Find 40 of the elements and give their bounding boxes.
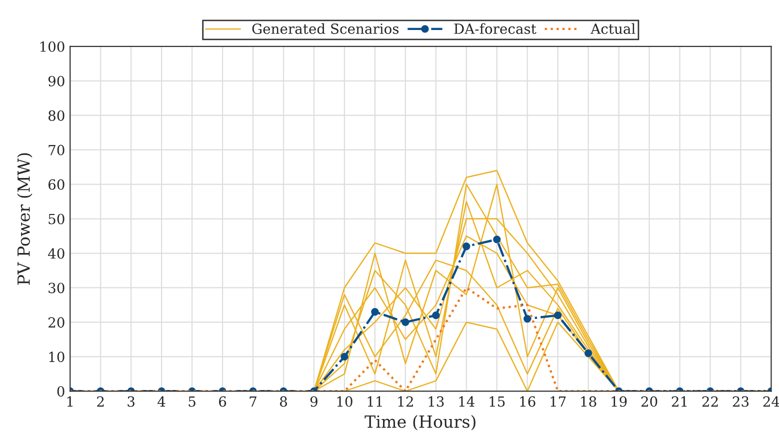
y-tick-label: 50: [48, 214, 64, 224]
x-tick-label: 3: [128, 396, 134, 407]
x-axis-title: Time (Hours): [364, 415, 476, 430]
x-tick-label: 5: [188, 396, 196, 407]
y-tick-label: 40: [48, 248, 64, 259]
x-tick-label: 22: [702, 396, 718, 407]
x-tick-label: 15: [490, 396, 505, 407]
y-tick-label: 90: [48, 76, 64, 86]
x-tick-label: 9: [310, 396, 318, 407]
y-tick-label: 100: [40, 41, 64, 52]
x-tick-label: 24: [763, 396, 779, 407]
y-tick-label: 70: [48, 144, 64, 156]
x-tick-label: 12: [398, 396, 413, 407]
x-tick-label: 10: [337, 396, 352, 407]
y-tick-label: 10: [49, 352, 64, 362]
y-tick-label: 80: [48, 110, 64, 121]
y-tick-label: 20: [48, 317, 64, 328]
x-tick-label: 6: [219, 396, 226, 407]
legend-label: Generated Scenarios: [252, 23, 399, 34]
x-tick-label: 20: [641, 396, 658, 407]
y-tick-label: 0: [57, 386, 64, 397]
x-tick-label: 7: [250, 396, 256, 407]
x-tick-label: 8: [280, 396, 287, 407]
x-tick-label: 13: [428, 396, 444, 407]
x-tick-label: 16: [520, 396, 536, 407]
y-axis-title: PV Power (MW): [17, 153, 32, 285]
x-tick-label: 18: [581, 396, 596, 407]
x-tick-label: 4: [158, 396, 166, 407]
x-tick-label: 2: [97, 396, 104, 407]
y-tick-label: 60: [48, 179, 64, 190]
x-tick-label: 21: [672, 396, 687, 407]
x-tick-label: 23: [732, 396, 749, 407]
x-tick-label: 14: [459, 396, 475, 407]
legend-label: Actual: [590, 23, 636, 34]
x-tick-label: 1: [67, 396, 73, 407]
y-tick-label: 30: [48, 282, 64, 294]
legend-label: DA-forecast: [454, 23, 536, 34]
x-tick-label: 19: [612, 396, 627, 407]
x-tick-label: 17: [550, 396, 566, 407]
x-tick-label: 11: [368, 396, 382, 407]
